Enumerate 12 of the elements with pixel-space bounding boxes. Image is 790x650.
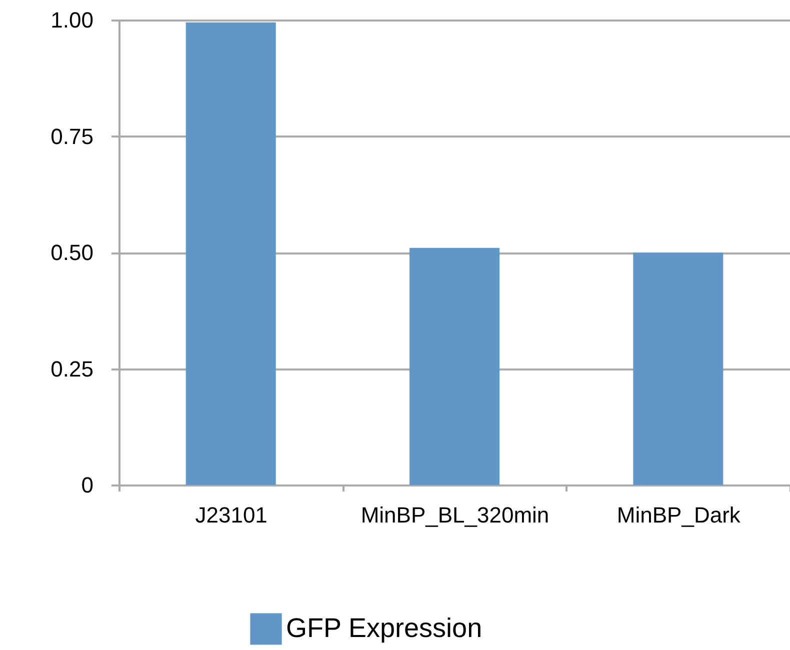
x-tick-label: J23101 [195,502,268,528]
bar [633,252,724,485]
y-tick-label: 1.00 [50,8,94,32]
y-tick-label: 0.75 [50,124,94,149]
legend-label: GFP Expression [286,613,482,643]
x-tick-label: MinBP_Dark [616,502,742,528]
bar [186,22,276,485]
y-tick-label: 0 [81,472,94,498]
bar [410,248,500,485]
y-tick-label: 0.25 [50,356,94,382]
y-tick-label: 0.50 [50,240,94,265]
x-tick-label: MinBP_BL_320min [360,502,550,528]
